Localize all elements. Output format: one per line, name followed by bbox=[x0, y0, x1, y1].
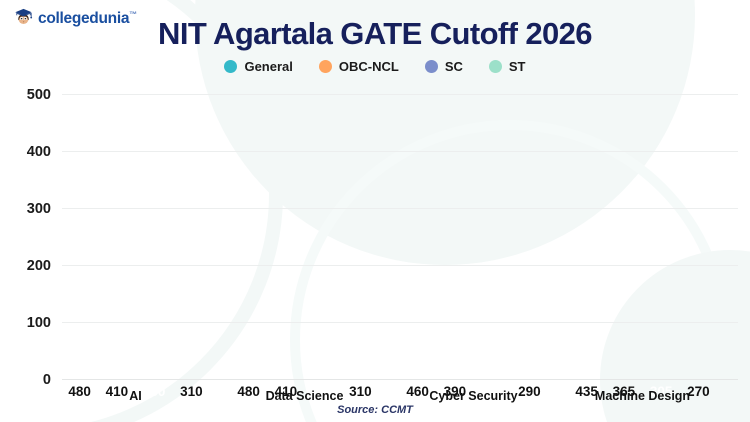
legend-swatch-icon bbox=[318, 60, 332, 73]
bar-value-label: 390 bbox=[443, 384, 467, 399]
bar-value-label: 290 bbox=[518, 384, 541, 399]
y-axis-tick-label: 300 bbox=[26, 201, 51, 217]
legend-swatch-icon bbox=[224, 60, 238, 73]
x-axis-category-label: Cyber Security bbox=[429, 389, 518, 403]
legend-item-st[interactable]: ST bbox=[488, 59, 526, 74]
bar-group: 435 365 305 270 Machine Design bbox=[569, 95, 738, 403]
collegedunia-logo[interactable]: collegedunia™ bbox=[14, 7, 137, 31]
x-axis-category-label: Machine Design bbox=[594, 389, 691, 403]
y-axis-tick-label: 400 bbox=[26, 144, 51, 160]
y-axis-tick-label: 500 bbox=[26, 87, 51, 103]
bar-group-bars: 480 410 350 310 bbox=[62, 95, 231, 398]
bar-value-label: 310 bbox=[349, 384, 372, 399]
plot-area: 500 400 300 200 100 0 480 410 350 310 AI 480 410 350… bbox=[27, 87, 738, 403]
source-note: Source: CCMT bbox=[337, 404, 413, 416]
x-axis-category-label: Data Science bbox=[265, 389, 344, 403]
trademark-mark: ™ bbox=[129, 10, 137, 20]
legend-label: SC bbox=[444, 59, 463, 74]
bar-groups: 480 410 350 310 AI 480 410 350 310 Data Science 46… bbox=[62, 95, 738, 403]
logo-wordmark: collegedunia™ bbox=[38, 10, 137, 28]
bar-value-label: 350 bbox=[142, 384, 166, 399]
bar-group: 460 390 330 290 Cyber Security bbox=[400, 95, 569, 403]
gridline bbox=[62, 322, 738, 323]
bar-group-bars: 480 410 350 310 bbox=[231, 95, 400, 398]
bar-value-label: 330 bbox=[480, 384, 504, 399]
legend-swatch-icon bbox=[424, 60, 438, 73]
bar-value-label: 310 bbox=[180, 384, 203, 399]
bar-group-bars: 460 390 330 290 bbox=[400, 95, 569, 398]
bar-value-label: 435 bbox=[575, 384, 598, 399]
legend-item-sc[interactable]: SC bbox=[424, 59, 463, 74]
bar-group: 480 410 350 310 AI bbox=[62, 95, 231, 403]
legend-swatch-icon bbox=[488, 60, 502, 73]
bar-value-label: 350 bbox=[311, 384, 335, 399]
y-axis-tick-label: 200 bbox=[26, 258, 51, 274]
y-axis-tick-label: 100 bbox=[26, 315, 51, 331]
graduation-cap-icon bbox=[14, 7, 33, 31]
bar-value-label: 480 bbox=[237, 384, 260, 399]
legend-item-obc-ncl[interactable]: OBC-NCL bbox=[318, 59, 399, 74]
x-axis-baseline bbox=[62, 379, 738, 380]
legend-item-general[interactable]: General bbox=[224, 59, 293, 74]
gridline bbox=[62, 265, 738, 266]
bar-value-label: 480 bbox=[68, 384, 91, 399]
bar-group: 480 410 350 310 Data Science bbox=[231, 95, 400, 403]
legend-label: ST bbox=[508, 59, 526, 74]
y-axis-tick-label: 0 bbox=[42, 372, 51, 388]
legend-label: General bbox=[244, 59, 293, 74]
bar-value-label: 410 bbox=[105, 384, 129, 399]
x-axis-category-label: AI bbox=[129, 389, 142, 403]
legend-label: OBC-NCL bbox=[338, 59, 399, 74]
bar-group-bars: 435 365 305 270 bbox=[569, 95, 738, 398]
chart-legend: General OBC-NCL SC ST bbox=[0, 60, 750, 73]
bar-value-label: 460 bbox=[406, 384, 429, 399]
